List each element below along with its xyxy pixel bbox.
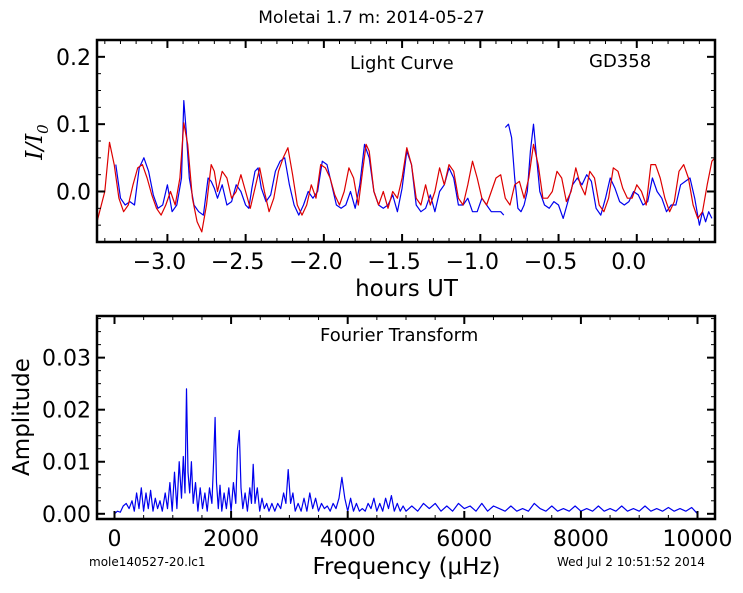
- star-name-label: GD358: [589, 51, 652, 72]
- x-tick-label: −2.0: [289, 250, 342, 275]
- light-curve-x-axis-label: hours UT: [355, 276, 458, 302]
- x-tick-label: 0.0: [611, 250, 646, 275]
- footer-filename: mole140527-20.lc1: [89, 555, 206, 569]
- y-tick-label: 0.00: [42, 503, 91, 528]
- x-tick-label: −1.0: [446, 250, 499, 275]
- fourier-x-axis-label: Frequency (μHz): [312, 554, 501, 580]
- x-tick-label: 8000: [553, 527, 609, 552]
- plot-area: 0 2000 4000 6000 8000 10000 0.00 0.01 0.02 0.03: [42, 314, 733, 552]
- x-tick-label: −3.0: [133, 250, 186, 275]
- y-tick-label: 0.1: [56, 113, 91, 138]
- x-tick-label: 4000: [320, 527, 376, 552]
- light-curve-y-axis-label: I/I0: [22, 124, 52, 160]
- y-tick-label: 0.02: [42, 399, 91, 424]
- plot-area: −3.0 −2.5 −2.0 −1.5 −1.0 −0.5 0.0 0.0 0.1 0.2: [56, 38, 717, 275]
- series-line-1: [114, 388, 698, 515]
- y-tick-label: 0.03: [42, 347, 91, 372]
- figure-title: Moletai 1.7 m: 2014-05-27: [258, 8, 485, 28]
- y-tick-label: 0.01: [42, 451, 91, 476]
- fourier-y-axis-label: Amplitude: [9, 358, 35, 476]
- x-tick-label: 2000: [203, 527, 259, 552]
- x-tick-label: 6000: [436, 527, 492, 552]
- x-tick-label: −1.5: [367, 250, 420, 275]
- x-tick-label: 10000: [663, 527, 733, 552]
- series-line-2: [504, 123, 713, 226]
- x-tick-label: −2.5: [211, 250, 264, 275]
- x-tick-label: 0: [107, 527, 121, 552]
- light-curve-title: Light Curve: [350, 53, 454, 74]
- x-tick-label: −0.5: [524, 250, 577, 275]
- footer-timestamp: Wed Jul 2 10:51:52 2014: [557, 555, 705, 569]
- y-tick-label: 0.2: [56, 46, 91, 71]
- series-line-3: [96, 122, 716, 233]
- y-tick-label: 0.0: [56, 181, 91, 206]
- fourier-transform-title: Fourier Transform: [320, 325, 479, 346]
